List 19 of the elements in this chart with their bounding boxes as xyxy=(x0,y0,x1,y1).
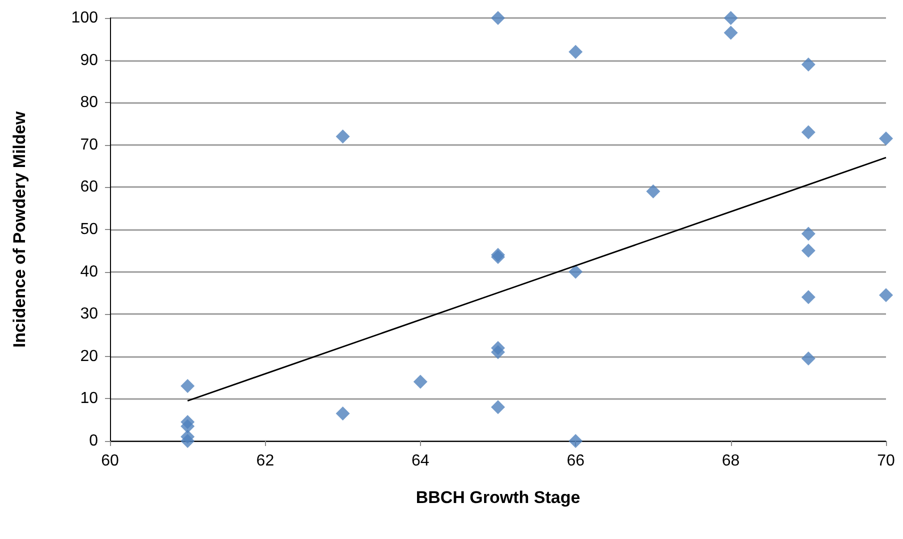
y-axis-title: Incidence of Powdery Mildew xyxy=(10,110,29,348)
y-tick-label: 10 xyxy=(80,390,98,408)
x-tick-label: 70 xyxy=(877,452,895,470)
x-tick-label: 60 xyxy=(101,452,119,470)
y-tick-label: 20 xyxy=(80,348,98,365)
y-tick-label: 80 xyxy=(80,94,98,112)
y-tick-label: 50 xyxy=(80,221,98,238)
x-tick-label: 62 xyxy=(256,452,274,470)
y-tick-label: 30 xyxy=(80,306,98,323)
x-tick-label: 66 xyxy=(566,452,585,470)
y-tick-label: 0 xyxy=(89,432,98,450)
y-tick-label: 90 xyxy=(80,52,98,69)
y-tick-label: 100 xyxy=(71,10,98,26)
y-tick-label: 70 xyxy=(80,136,98,154)
x-tick-label: 64 xyxy=(412,452,430,470)
x-tick-label: 68 xyxy=(722,452,740,470)
y-tick-label: 40 xyxy=(80,263,98,280)
x-axis-title: BBCH Growth Stage xyxy=(416,488,580,507)
y-tick-label: 60 xyxy=(80,178,98,196)
